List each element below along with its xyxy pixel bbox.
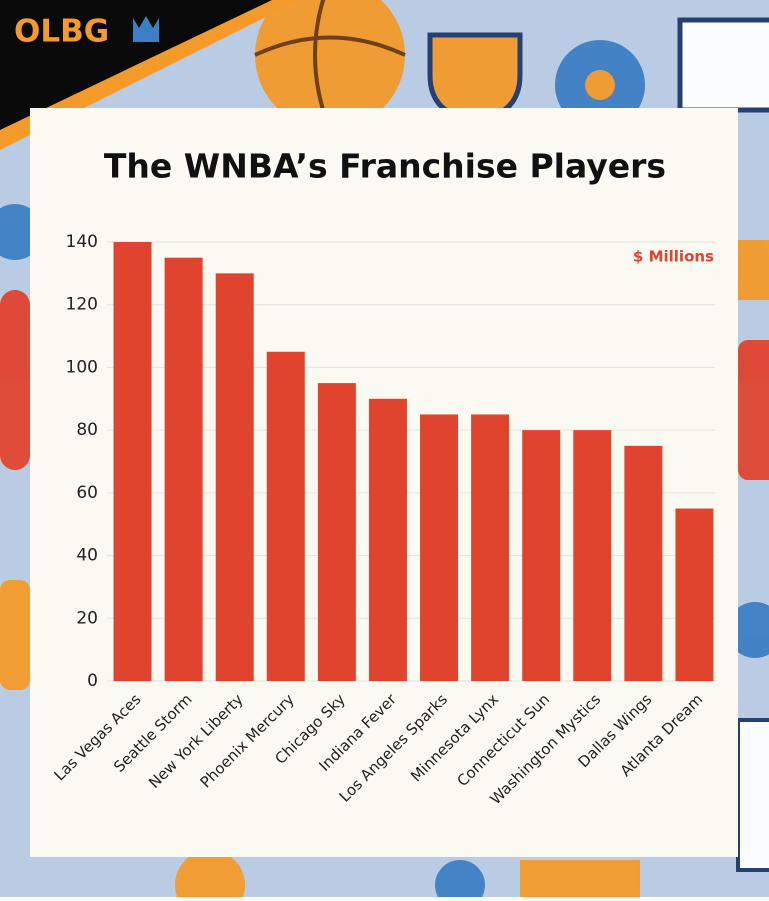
brand-logo: OLBG [14, 14, 109, 50]
corner [0, 0, 272, 130]
logo-crown [133, 16, 159, 42]
bar [164, 257, 203, 681]
bar [573, 430, 612, 681]
bar [522, 430, 561, 681]
y-tick-label: 40 [76, 546, 98, 566]
bar [420, 414, 459, 681]
bar [215, 273, 254, 681]
y-tick-label: 60 [76, 483, 98, 503]
bar [317, 383, 356, 681]
bar [266, 351, 305, 681]
bar [368, 398, 407, 681]
bar [624, 445, 663, 681]
bar [675, 508, 714, 681]
y-tick-label: 0 [87, 671, 98, 691]
y-tick-label: 120 [66, 295, 98, 315]
bar [113, 242, 152, 681]
unit-annotation: $ Millions [633, 248, 714, 266]
y-tick-label: 140 [66, 232, 98, 252]
bar [471, 414, 510, 681]
y-tick-label: 80 [76, 420, 98, 440]
y-tick-label: 100 [66, 357, 98, 377]
chart-title: The WNBA’s Franchise Players [104, 147, 666, 186]
y-tick-label: 20 [76, 608, 98, 628]
